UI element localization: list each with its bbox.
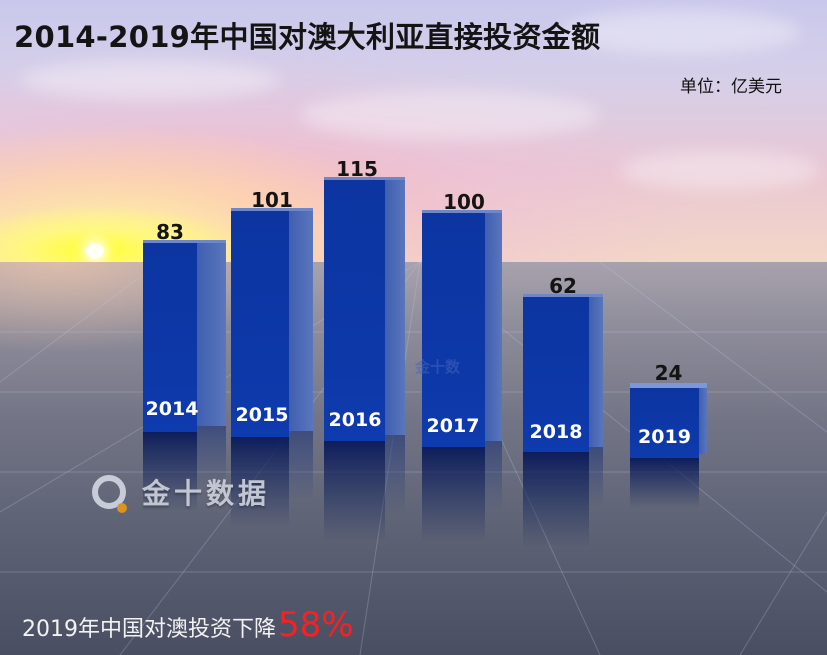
- year-label-2014: 2014: [145, 398, 199, 420]
- bar-side: [385, 180, 405, 435]
- bar-reflection: [523, 452, 589, 547]
- footer-highlight-percent: 58%: [278, 605, 354, 645]
- bar-reflection: [630, 458, 699, 508]
- bar-top: [324, 177, 405, 181]
- value-label-2015: 101: [251, 188, 293, 212]
- value-label-2018: 62: [549, 274, 577, 298]
- bar-top: [422, 210, 502, 214]
- cloud: [560, 10, 800, 55]
- year-label-2015: 2015: [235, 404, 289, 426]
- bar-reflection: [143, 432, 197, 512]
- footer-annotation: 2019年中国对澳投资下降 58%: [22, 605, 354, 645]
- bar-reflection: [289, 431, 313, 501]
- year-label-2018: 2018: [529, 421, 583, 443]
- bar-reflection: [231, 437, 289, 527]
- bar-reflection: [324, 441, 385, 541]
- value-label-2019: 24: [654, 361, 683, 385]
- logo-dot-icon: [117, 503, 127, 513]
- unit-label: 单位：亿美元: [680, 77, 782, 97]
- bar-reflection: [589, 447, 603, 507]
- cloud: [300, 90, 600, 140]
- year-label-2017: 2017: [426, 415, 480, 437]
- year-label-2019: 2019: [638, 426, 691, 448]
- sun: [86, 243, 104, 259]
- watermark-small: 金十数: [415, 358, 461, 376]
- bar-reflection: [422, 447, 485, 542]
- bar-top: [231, 208, 313, 212]
- floor-grid-lines: [0, 262, 827, 655]
- cloud: [620, 150, 820, 190]
- bar-side: [197, 243, 226, 426]
- watermark-logo: 金十数据: [92, 472, 271, 513]
- grid-floor: [0, 262, 827, 655]
- bar-side: [289, 211, 313, 431]
- bar-side: [485, 213, 502, 441]
- cloud: [20, 60, 280, 100]
- bar-reflection: [385, 435, 405, 515]
- value-label-2014: 83: [156, 220, 184, 244]
- sky-background: [0, 0, 827, 262]
- bar-front: [630, 388, 699, 458]
- bar-front: [231, 211, 289, 437]
- bar-top: [143, 240, 226, 244]
- bar-front: [422, 213, 485, 447]
- bar-front: [324, 180, 385, 441]
- value-label-2017: 100: [443, 190, 485, 214]
- bar-side: [699, 388, 707, 454]
- footer-text: 2019年中国对澳投资下降: [22, 617, 276, 642]
- bar-front: [143, 243, 197, 432]
- value-label-2016: 115: [336, 157, 378, 181]
- logo-ring-icon: [92, 475, 127, 513]
- year-label-2016: 2016: [328, 409, 382, 431]
- logo-text: 金十数据: [142, 477, 271, 510]
- bar-reflection: [485, 441, 502, 511]
- chart-title: 2014-2019年中国对澳大利亚直接投资金额: [14, 20, 601, 54]
- bar-top: [523, 294, 603, 298]
- bar-front: [523, 297, 589, 452]
- bar-side: [589, 297, 603, 447]
- bar-reflection: [197, 426, 226, 486]
- bar-top: [630, 383, 707, 389]
